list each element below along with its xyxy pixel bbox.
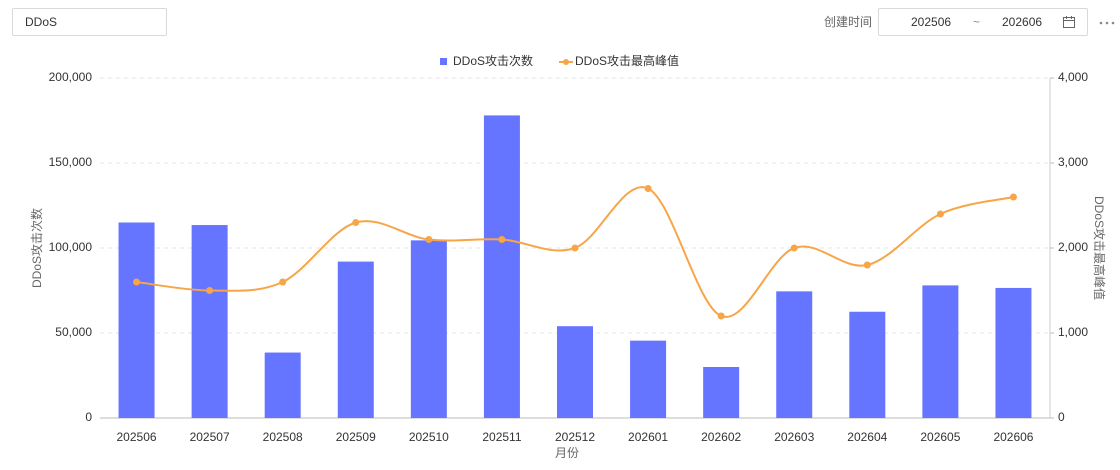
y2-axis-title: DDoS攻击最高峰值 <box>1092 196 1107 300</box>
x-tick-label: 202512 <box>555 430 595 444</box>
line-point <box>1009 193 1017 201</box>
calendar-icon <box>1063 16 1075 28</box>
y-axis-title: DDoS攻击次数 <box>29 208 44 288</box>
line-point <box>863 261 871 269</box>
date-range-picker[interactable]: 202506 ~ 202606 <box>878 8 1088 36</box>
y2-tick-label: 0 <box>1058 410 1065 424</box>
x-tick-label: 202605 <box>920 430 960 444</box>
line-point <box>206 287 214 294</box>
legend-swatch-dot <box>563 59 570 65</box>
x-tick-label: 202507 <box>190 430 230 444</box>
bar <box>337 261 374 418</box>
line-point <box>498 236 506 243</box>
bar <box>264 352 301 418</box>
line-point <box>790 244 798 252</box>
x-axis-title: 月份 <box>555 446 579 460</box>
bar <box>995 287 1032 418</box>
legend-label: DDoS攻击最高峰值 <box>575 53 679 68</box>
search-text: DDoS <box>25 15 58 29</box>
bar <box>849 311 886 418</box>
x-tick-label: 202510 <box>409 430 449 444</box>
date-end: 202606 <box>1002 15 1043 29</box>
y-tick-label: 150,000 <box>49 155 93 169</box>
bar <box>410 240 447 418</box>
legend-swatch <box>440 58 447 65</box>
bar <box>922 285 959 418</box>
bar <box>557 326 593 418</box>
more-icon[interactable] <box>1098 18 1118 28</box>
y2-tick-label: 1,000 <box>1058 325 1088 339</box>
line-point <box>936 210 944 218</box>
search-input[interactable]: DDoS <box>12 8 167 36</box>
x-tick-label: 202511 <box>482 430 521 444</box>
y-tick-label: 100,000 <box>49 240 93 254</box>
x-tick-label: 202508 <box>263 430 303 444</box>
line-point <box>133 278 141 286</box>
line-point <box>352 219 360 226</box>
y2-tick-label: 2,000 <box>1058 240 1088 254</box>
y-tick-label: 200,000 <box>49 70 93 84</box>
line-point <box>717 312 725 320</box>
x-tick-label: 202509 <box>336 430 376 444</box>
bar <box>703 367 740 418</box>
bar <box>483 115 520 419</box>
line-point <box>644 185 652 192</box>
date-start: 202506 <box>911 15 952 29</box>
date-separator: ~ <box>973 15 981 29</box>
x-tick-label: 202506 <box>117 430 157 444</box>
bar <box>630 340 667 418</box>
x-tick-label: 202601 <box>628 430 668 444</box>
y-tick-label: 50,000 <box>55 325 92 339</box>
y2-tick-label: 4,000 <box>1058 70 1088 84</box>
bar <box>776 291 813 418</box>
x-tick-label: 202604 <box>847 430 887 444</box>
y2-tick-label: 3,000 <box>1058 155 1088 169</box>
bar <box>191 225 228 418</box>
x-tick-label: 202602 <box>701 430 741 444</box>
line-point <box>425 236 433 243</box>
x-tick-label: 202606 <box>993 430 1033 444</box>
line <box>136 186 1014 318</box>
line-point <box>279 278 287 286</box>
bar <box>118 222 155 418</box>
y-tick-label: 0 <box>85 410 92 424</box>
date-label: 创建时间 <box>824 15 873 29</box>
legend-label: DDoS攻击次数 <box>453 53 533 68</box>
x-tick-label: 202603 <box>774 430 814 444</box>
line-point <box>571 244 579 252</box>
